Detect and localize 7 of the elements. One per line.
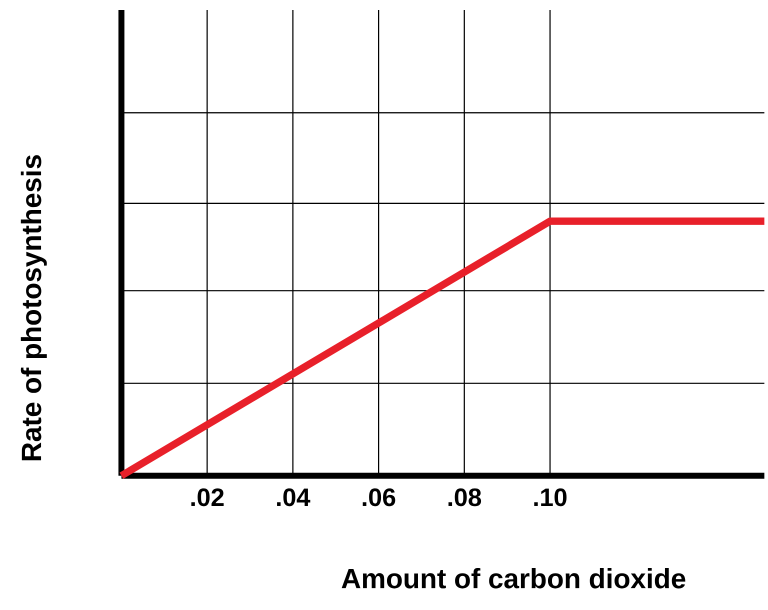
x-axis-title: Amount of carbon dioxide <box>342 568 686 588</box>
x-tick-label: .02 <box>191 488 224 506</box>
x-tick-label: .10 <box>534 488 567 506</box>
x-tick-label: .04 <box>277 488 310 506</box>
x-tick-label: .06 <box>362 488 396 506</box>
y-axis-title: Rate of photosynthesis <box>20 155 47 460</box>
x-tick-label: .08 <box>448 488 482 506</box>
